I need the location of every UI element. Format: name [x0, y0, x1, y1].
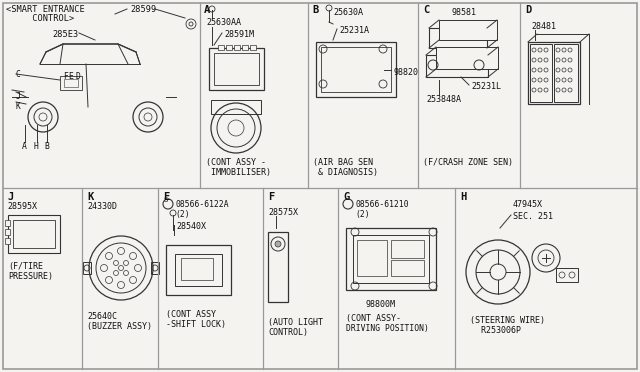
Text: D: D: [75, 72, 80, 81]
Text: 285E3: 285E3: [52, 30, 78, 39]
Bar: [211, 100, 261, 114]
Text: CONTROL): CONTROL): [268, 328, 308, 337]
Bar: [316, 42, 396, 97]
Bar: [346, 228, 436, 290]
Bar: [528, 42, 580, 104]
Text: 25630AA: 25630AA: [206, 18, 241, 27]
Text: G: G: [343, 192, 349, 202]
Bar: [166, 245, 231, 295]
Text: (STEERING WIRE): (STEERING WIRE): [470, 316, 545, 325]
Text: <SMART ENTRANCE: <SMART ENTRANCE: [6, 5, 84, 14]
Text: (2): (2): [355, 210, 370, 219]
Text: 08566-61210: 08566-61210: [355, 200, 408, 209]
Text: K: K: [16, 102, 21, 111]
Text: B: B: [44, 142, 49, 151]
Bar: [226, 45, 232, 50]
Text: SEC. 251: SEC. 251: [513, 212, 553, 221]
Bar: [554, 44, 578, 102]
Bar: [391, 260, 424, 276]
Text: C: C: [16, 70, 21, 79]
Text: 47945X: 47945X: [513, 200, 543, 209]
Text: 28540X: 28540X: [176, 222, 206, 231]
Text: 28595X: 28595X: [7, 202, 37, 211]
Text: S: S: [164, 197, 168, 203]
Bar: [353, 235, 429, 283]
Text: A: A: [22, 142, 27, 151]
Text: 25231A: 25231A: [339, 26, 369, 35]
Bar: [242, 45, 248, 50]
Text: (AIR BAG SEN: (AIR BAG SEN: [313, 158, 373, 167]
Text: (CONT ASSY -: (CONT ASSY -: [206, 158, 266, 167]
Text: 25640C: 25640C: [87, 312, 117, 321]
Text: (CONT ASSY-: (CONT ASSY-: [346, 314, 401, 323]
Bar: [5, 229, 10, 235]
Bar: [13, 220, 55, 248]
Text: & DIAGNOSIS): & DIAGNOSIS): [313, 168, 378, 177]
Text: J: J: [16, 92, 21, 101]
Text: 253848A: 253848A: [426, 95, 461, 104]
Text: (F/TIRE: (F/TIRE: [8, 262, 43, 271]
Bar: [234, 45, 240, 50]
Text: C: C: [423, 5, 429, 15]
Bar: [175, 254, 222, 286]
Text: E: E: [163, 192, 169, 202]
Text: 28599: 28599: [130, 5, 156, 14]
Text: CONTROL>: CONTROL>: [6, 14, 74, 23]
Bar: [268, 232, 288, 302]
Bar: [530, 44, 552, 102]
Bar: [214, 53, 259, 85]
Bar: [391, 240, 424, 258]
Text: B: B: [312, 5, 318, 15]
Bar: [8, 215, 60, 253]
Bar: [436, 47, 498, 69]
Text: A: A: [204, 5, 211, 15]
Text: 25231L: 25231L: [471, 82, 501, 91]
Bar: [429, 28, 487, 48]
Text: K: K: [87, 192, 93, 202]
Bar: [60, 76, 82, 90]
Text: 24330D: 24330D: [87, 202, 117, 211]
Text: (2): (2): [175, 210, 189, 219]
Bar: [321, 47, 391, 92]
Text: 25630A: 25630A: [333, 8, 363, 17]
Text: (BUZZER ASSY): (BUZZER ASSY): [87, 322, 152, 331]
Bar: [83, 262, 91, 274]
Text: 98800M: 98800M: [366, 300, 396, 309]
Text: 28575X: 28575X: [268, 208, 298, 217]
Text: 98581: 98581: [451, 8, 476, 17]
Text: J: J: [7, 192, 13, 202]
Text: E: E: [68, 72, 73, 81]
Bar: [439, 20, 497, 40]
Text: R253006P: R253006P: [476, 326, 521, 335]
Text: 28591M: 28591M: [224, 30, 254, 39]
Text: D: D: [525, 5, 531, 15]
Bar: [209, 48, 264, 90]
Bar: [250, 45, 256, 50]
Text: -SHIFT LOCK): -SHIFT LOCK): [166, 320, 226, 329]
Text: 08566-6122A: 08566-6122A: [175, 200, 228, 209]
Text: DRIVING POSITION): DRIVING POSITION): [346, 324, 429, 333]
Bar: [357, 240, 387, 276]
Text: (F/CRASH ZONE SEN): (F/CRASH ZONE SEN): [423, 158, 513, 167]
Bar: [64, 79, 78, 87]
Text: F: F: [63, 72, 68, 81]
Bar: [5, 238, 10, 244]
Bar: [181, 258, 213, 280]
Text: PRESSURE): PRESSURE): [8, 272, 53, 281]
Text: (CONT ASSY: (CONT ASSY: [166, 310, 216, 319]
Text: 28481: 28481: [531, 22, 556, 31]
Text: IMMOBILISER): IMMOBILISER): [206, 168, 271, 177]
Text: (AUTO LIGHT: (AUTO LIGHT: [268, 318, 323, 327]
Text: H: H: [460, 192, 467, 202]
Bar: [218, 45, 224, 50]
Text: F: F: [268, 192, 275, 202]
Bar: [556, 268, 578, 282]
Circle shape: [275, 241, 281, 247]
Bar: [426, 55, 488, 77]
Text: H: H: [34, 142, 39, 151]
Text: 98820: 98820: [393, 68, 418, 77]
Bar: [151, 262, 159, 274]
Bar: [5, 220, 10, 226]
